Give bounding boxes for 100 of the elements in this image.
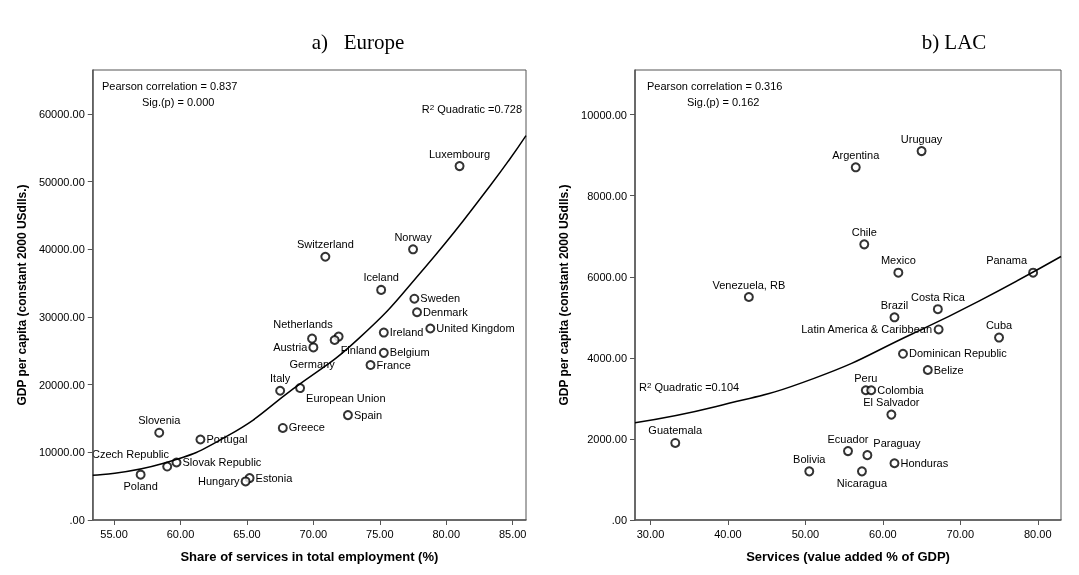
annotation: Sig.(p) = 0.162 [687, 95, 760, 108]
point [933, 324, 944, 335]
y-tick-label: 6000.00 [587, 270, 627, 283]
point [866, 385, 877, 396]
annotation: Estonia [255, 471, 294, 484]
point [922, 365, 933, 375]
annotation: Uruguay [900, 132, 943, 145]
point [329, 335, 340, 345]
point [916, 146, 927, 157]
point [277, 422, 288, 433]
y-tick-label: 40000.00 [38, 243, 85, 256]
annotation: Nicaragua [836, 476, 888, 489]
y-tick-label: 2000.00 [587, 432, 627, 445]
annotation: Argentina [832, 148, 881, 161]
y-tick-label: .00 [69, 514, 85, 526]
annotation: Costa Rica [910, 290, 966, 303]
x-tick-label: 60.00 [869, 527, 897, 540]
x-tick-label: 70.00 [946, 527, 975, 540]
point [195, 434, 206, 445]
annotation: Poland [123, 480, 158, 493]
annotation: Paraguay [873, 436, 921, 449]
x-tick-label: 40.00 [714, 527, 742, 540]
x-tick-label: 65.00 [233, 527, 261, 540]
annotation: Switzerland [296, 238, 354, 251]
x-tick-label: 50.00 [791, 527, 820, 540]
annotation: Spain [353, 408, 383, 421]
annotation: Chile [851, 225, 877, 238]
x-tick-label: 60.00 [166, 527, 195, 540]
point [994, 332, 1005, 343]
annotation: Panama [986, 254, 1028, 267]
y-tick-label: 20000.00 [38, 378, 85, 391]
x-tick-label: 80.00 [1024, 527, 1052, 540]
point [862, 450, 873, 461]
annotation: Honduras [900, 456, 949, 469]
point [886, 409, 897, 420]
annotation: Iceland [363, 271, 399, 284]
point [893, 267, 904, 278]
y-tick-label: 4000.00 [587, 351, 627, 364]
annotation: Italy [270, 372, 291, 385]
annotation: Guatemala [648, 424, 704, 437]
annotation: El Salvador [863, 396, 920, 409]
point [425, 323, 436, 334]
point [275, 385, 286, 396]
annotation: Bolivia [793, 452, 827, 465]
point [932, 304, 943, 315]
line-series [634, 255, 1062, 424]
point [859, 239, 870, 250]
point [342, 410, 353, 421]
point [409, 293, 420, 304]
point [412, 307, 423, 318]
x-tick-label: 85.00 [498, 527, 527, 540]
annotation: Ireland [389, 326, 424, 339]
annotation: Belize [933, 363, 964, 376]
x-tick-label: 55.00 [100, 527, 128, 540]
point [850, 162, 861, 173]
y-tick-label: .00 [611, 514, 627, 526]
annotation: Denmark [423, 305, 469, 318]
annotation: Mexico [880, 254, 916, 267]
annotation: Greece [288, 421, 325, 434]
chart-title: a) Europe [311, 29, 405, 54]
point [856, 466, 867, 477]
chart-title: b) LAC [921, 29, 987, 54]
y-tick-label: 60000.00 [38, 107, 85, 120]
annotation: Sweden [420, 292, 461, 305]
annotation: Venezuela, RB [712, 278, 786, 291]
point [378, 347, 389, 358]
x-axis-title: Share of services in total employment (%) [180, 549, 439, 564]
annotation: Netherlands [273, 318, 334, 331]
annotation: Pearson correlation = 0.316 [647, 79, 783, 92]
point [378, 327, 389, 338]
point [804, 466, 815, 477]
y-tick-label: 30000.00 [38, 310, 85, 323]
point [376, 284, 387, 295]
y-tick-label: 10000.00 [38, 446, 85, 459]
y-tick-label: 50000.00 [38, 175, 85, 188]
y-tick-label: 10000.00 [581, 108, 627, 121]
point [898, 348, 908, 359]
x-tick-label: 30.00 [636, 527, 665, 540]
point [320, 251, 331, 262]
x-axis-title: Services (value added % of GDP) [746, 549, 950, 564]
point [162, 461, 173, 472]
annotation: Hungary [198, 474, 241, 487]
point [454, 161, 465, 172]
y-axis-title: GDP per capita (constant 2000 USdlls.) [15, 184, 29, 406]
annotation: Slovenia [138, 414, 182, 427]
point [889, 458, 900, 469]
point [240, 476, 251, 487]
x-tick-label: 80.00 [432, 527, 461, 540]
annotation: Slovak Republic [182, 455, 262, 468]
point [408, 244, 419, 255]
annotation: Dominican Republic [908, 347, 1008, 360]
point [307, 333, 318, 344]
point [135, 469, 146, 480]
point [154, 427, 165, 438]
annotation: Norway [394, 230, 433, 243]
annotation: Pearson correlation = 0.837 [102, 79, 238, 92]
point [670, 437, 681, 448]
point [889, 312, 900, 323]
point [743, 292, 754, 303]
x-tick-label: 70.00 [299, 527, 328, 540]
